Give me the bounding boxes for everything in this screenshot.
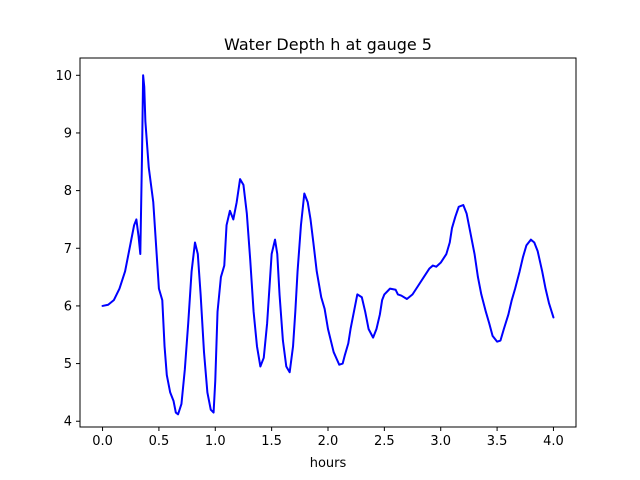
tick-layer: 0.0 0.5 1.0 1.5 2.0 2.5 3.0 3.5 4.0 4 5 6 7 8 9 10 [55, 69, 563, 449]
y-tick-label: 8 [64, 184, 72, 199]
x-tick-label: 1.5 [261, 434, 282, 449]
y-tick-label: 5 [64, 357, 72, 372]
x-tick-label: 2.0 [318, 434, 339, 449]
chart-title: Water Depth h at gauge 5 [224, 35, 432, 54]
x-tick-label: 2.5 [374, 434, 395, 449]
plot-layer [101, 74, 555, 416]
y-tick-label: 10 [55, 69, 72, 84]
y-tick-label: 9 [64, 126, 72, 141]
x-tick-label: 1.0 [205, 434, 226, 449]
x-tick-label: 4.0 [543, 434, 564, 449]
x-tick-label: 3.5 [487, 434, 508, 449]
series-line-0 [101, 74, 555, 416]
x-tick-label: 0.5 [149, 434, 170, 449]
x-tick-label: 3.0 [430, 434, 451, 449]
y-tick-label: 6 [64, 299, 72, 314]
x-axis-label: hours [310, 456, 347, 471]
x-tick-label: 0.0 [92, 434, 113, 449]
axes-frame [79, 57, 577, 428]
y-tick-label: 7 [64, 242, 72, 257]
y-tick-label: 4 [64, 415, 72, 430]
